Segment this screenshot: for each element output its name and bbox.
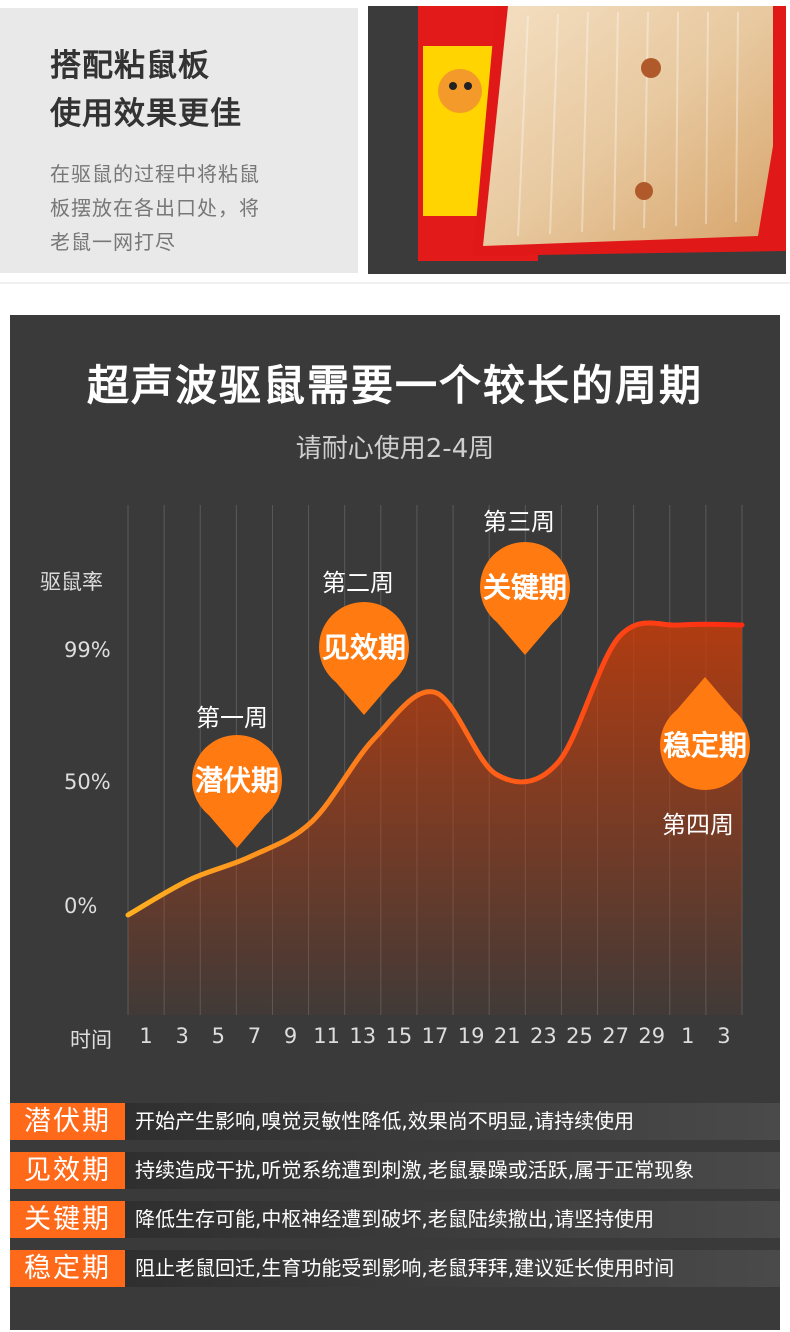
stage-marker-label: 稳定期 (663, 729, 747, 762)
x-axis-label: 时间 (70, 1028, 112, 1052)
x-tick-label: 9 (283, 1024, 298, 1048)
legend-row-stable: 稳定期 阻止老鼠回迁,生育功能受到影响,老鼠拜拜,建议延长使用时间 (10, 1250, 780, 1287)
x-tick-label: 3 (175, 1024, 189, 1048)
promo-desc-line3: 老鼠一网打尽 (50, 230, 176, 254)
x-tick-label: 7 (247, 1024, 262, 1048)
x-tick-label: 3 (717, 1024, 731, 1048)
stage-marker-label: 潜伏期 (195, 764, 279, 797)
x-tick-label: 1 (681, 1024, 695, 1048)
x-tick-label: 1 (139, 1024, 153, 1048)
section-divider (0, 282, 790, 284)
x-tick-label: 17 (421, 1024, 449, 1048)
promo-heading-line1: 搭配粘鼠板 (50, 48, 210, 84)
week1-label: 第一周 (196, 704, 268, 732)
stage-marker-label: 关键期 (483, 571, 567, 604)
legend-label: 稳定期 (10, 1250, 125, 1287)
legend-label: 见效期 (10, 1152, 125, 1189)
x-tick-label: 19 (457, 1024, 485, 1048)
week2-label: 第二周 (322, 569, 394, 597)
legend-text: 开始产生影响,嗅觉灵敏性降低,效果尚不明显,请持续使用 (125, 1103, 780, 1140)
x-tick-label: 5 (211, 1024, 225, 1048)
stage-marker-1: 潜伏期 (192, 735, 282, 848)
x-tick-label: 25 (566, 1024, 593, 1048)
legend-text: 降低生存可能,中枢神经遭到破坏,老鼠陆续撤出,请坚持使用 (125, 1201, 780, 1238)
glue-trap-illustration (368, 6, 786, 274)
x-tick-label: 15 (385, 1024, 413, 1048)
x-tick-label: 29 (638, 1024, 666, 1048)
promo-panel: 搭配粘鼠板 使用效果更佳 在驱鼠的过程中将粘鼠 板摆放在各出口处，将 老鼠一网打… (0, 8, 358, 273)
promo-desc-line2: 板摆放在各出口处，将 (50, 196, 260, 220)
x-tick-label: 21 (493, 1024, 521, 1048)
x-tick-label: 11 (313, 1024, 340, 1048)
legend-row-latent: 潜伏期 开始产生影响,嗅觉灵敏性降低,效果尚不明显,请持续使用 (10, 1103, 780, 1140)
stage-marker-3: 关键期 (480, 542, 570, 655)
glue-trap-photo (368, 6, 786, 274)
chart-line (125, 620, 745, 918)
stage-marker-2: 见效期 (319, 602, 409, 715)
legend-text: 持续造成干扰,听觉系统遭到刺激,老鼠暴躁或活跃,属于正常现象 (125, 1152, 780, 1189)
chart-area (128, 622, 742, 1015)
week3-label: 第三周 (483, 508, 555, 536)
y-axis-label: 驱鼠率 (40, 570, 103, 594)
legend-label: 关键期 (10, 1201, 125, 1238)
promo-desc-line1: 在驱鼠的过程中将粘鼠 (50, 162, 260, 186)
legend-label: 潜伏期 (10, 1103, 125, 1140)
chart-subtitle: 请耐心使用2-4周 (295, 434, 495, 464)
week4-label: 第四周 (662, 811, 734, 839)
stage-marker-4: 稳定期 (660, 677, 750, 790)
legend-text: 阻止老鼠回迁,生育功能受到影响,老鼠拜拜,建议延长使用时间 (125, 1250, 780, 1287)
x-tick-label: 27 (602, 1024, 629, 1048)
x-tick-label: 13 (349, 1024, 377, 1048)
legend-row-effective: 见效期 持续造成干扰,听觉系统遭到刺激,老鼠暴躁或活跃,属于正常现象 (10, 1152, 780, 1189)
y-tick-99: 99% (64, 638, 111, 662)
x-tick-label: 23 (529, 1024, 557, 1048)
promo-heading-line2: 使用效果更佳 (50, 96, 242, 132)
chart-title: 超声波驱鼠需要一个较长的周期 (86, 361, 703, 410)
y-tick-50: 50% (64, 770, 111, 794)
legend-row-critical: 关键期 降低生存可能,中枢神经遭到破坏,老鼠陆续撤出,请坚持使用 (10, 1201, 780, 1238)
y-tick-0: 0% (64, 894, 98, 918)
stage-marker-label: 见效期 (322, 631, 406, 664)
